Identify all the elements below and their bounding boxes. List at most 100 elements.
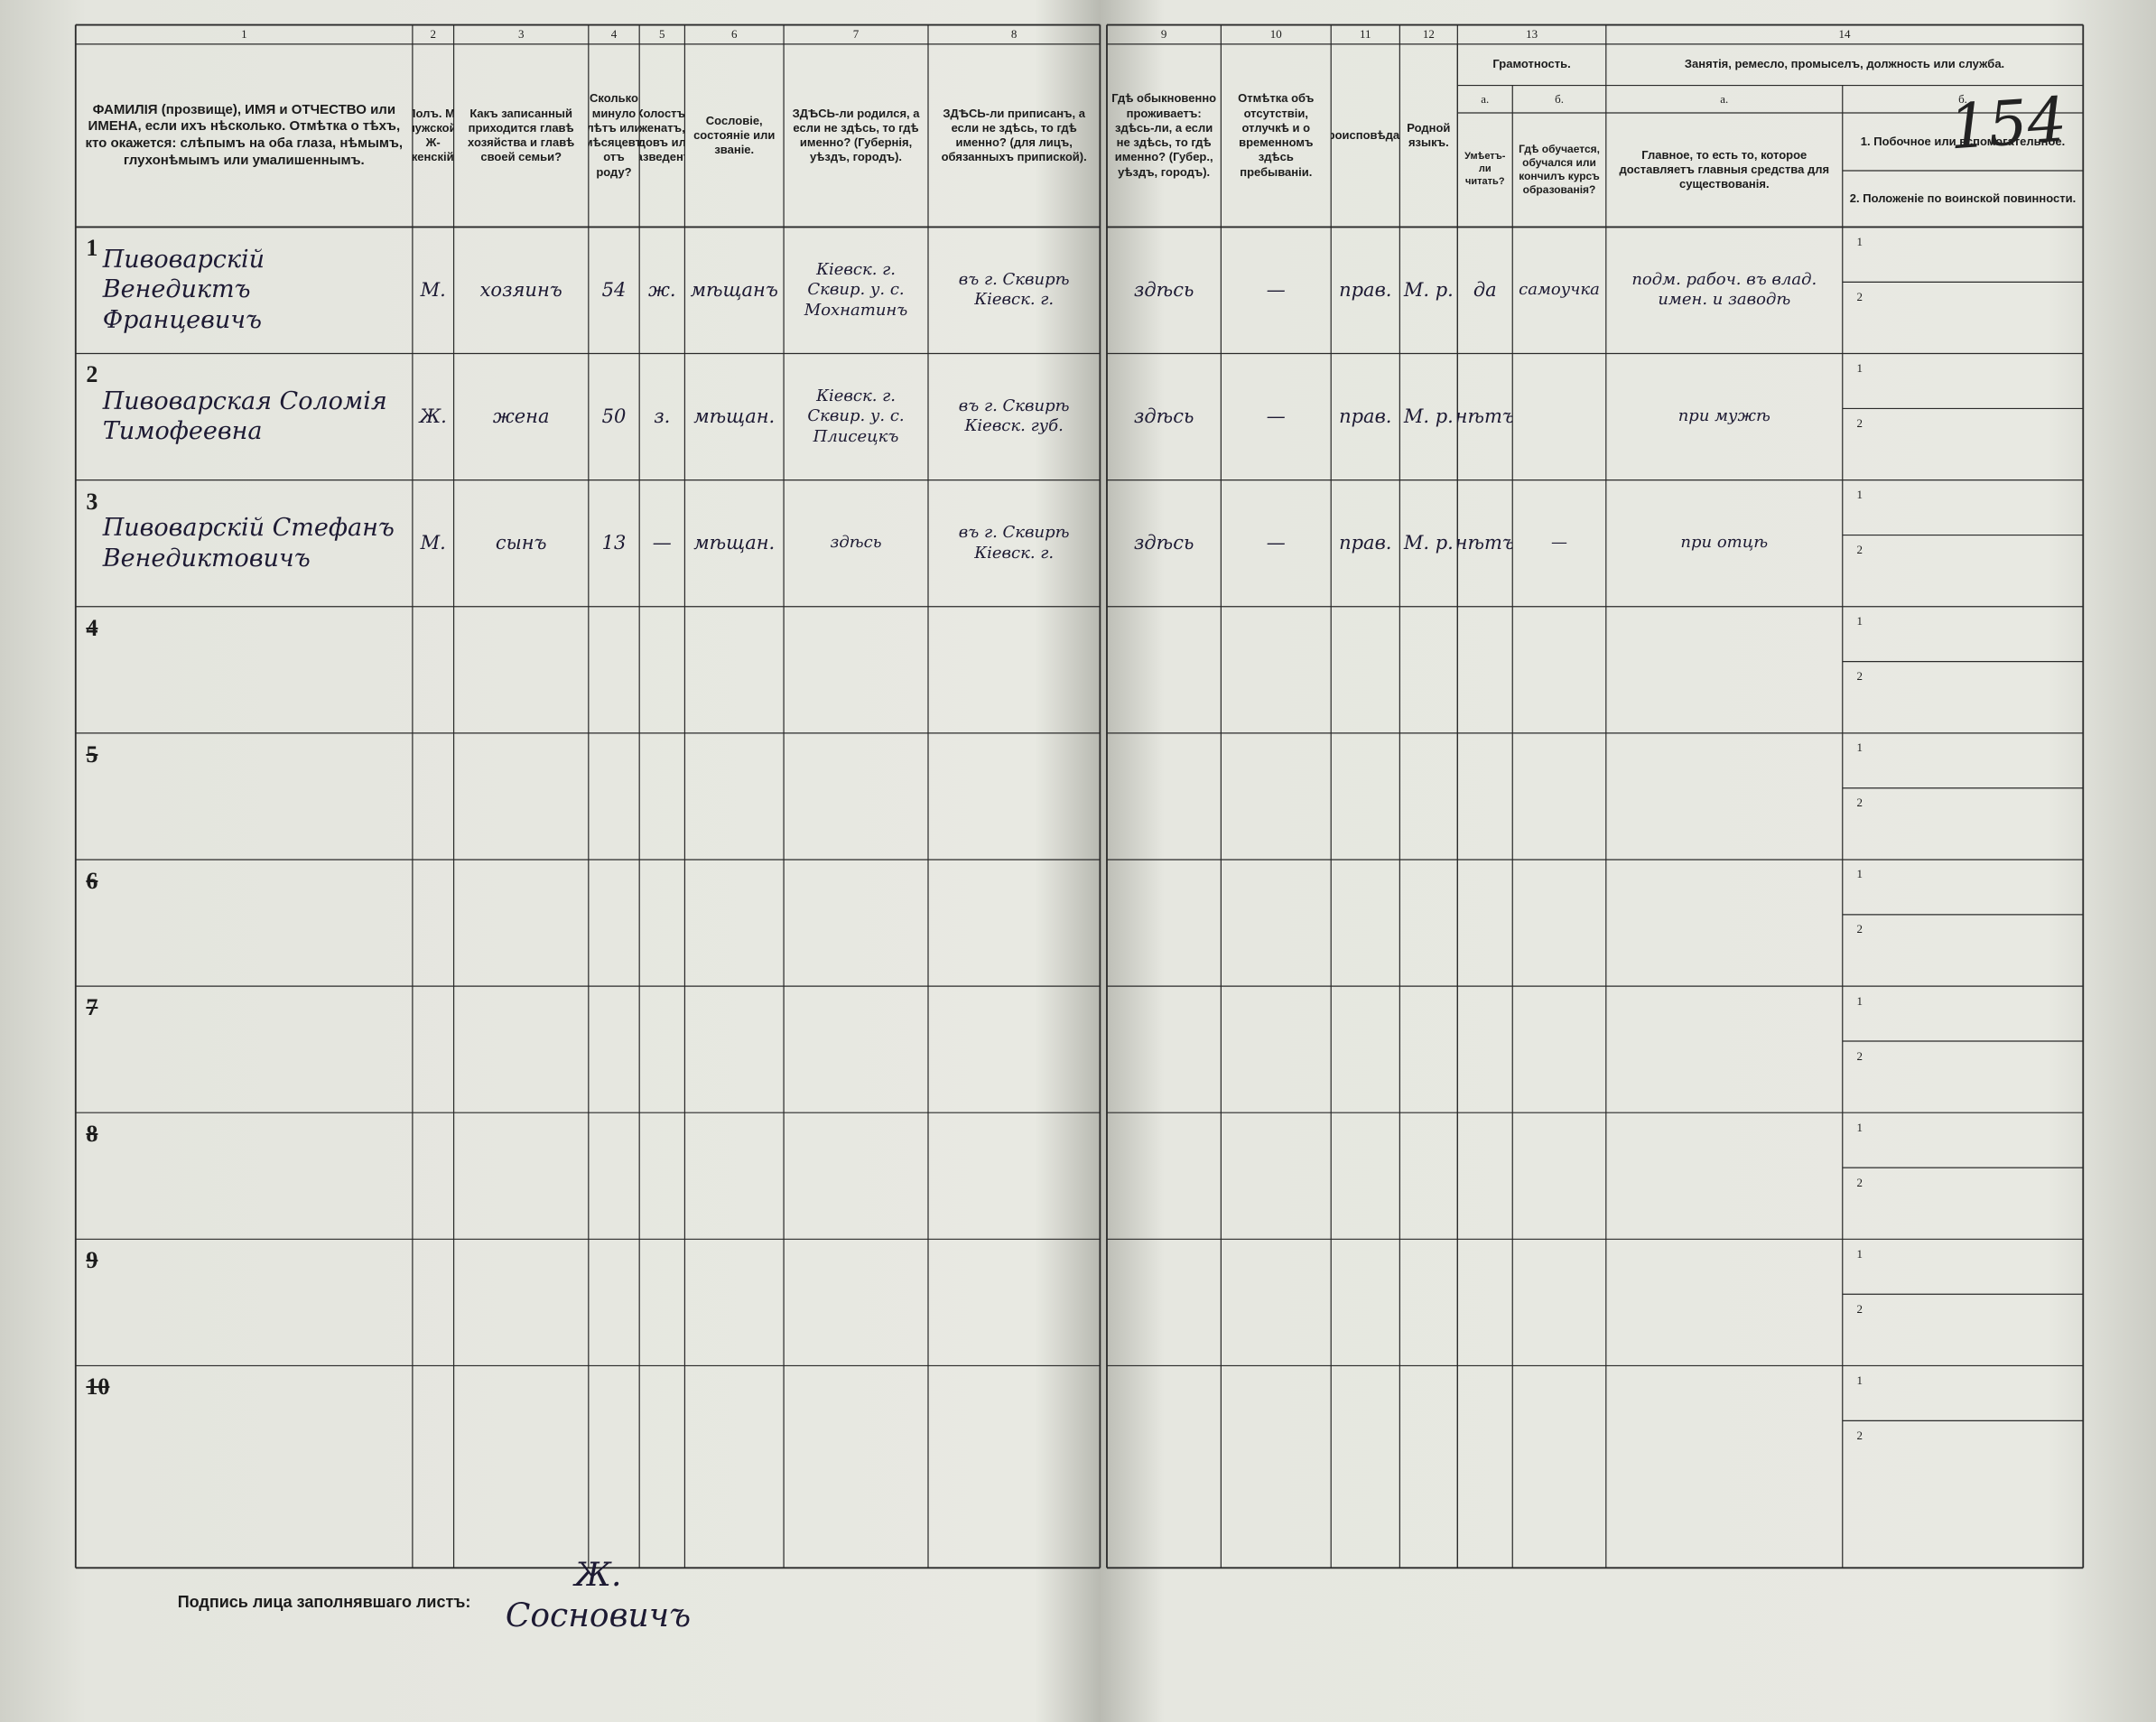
entry-birth: Кіевск. г. Сквир. у. с. Мохнатинъ (804, 259, 908, 320)
column-number: 6 (730, 26, 738, 41)
row-line-label: 1 (1856, 740, 1863, 755)
row-line-label: 2 (1856, 1428, 1863, 1442)
row-line-label: 1 (1856, 361, 1863, 376)
row-number: 4 (86, 614, 98, 641)
entry-name: Пивоварская Соломія Тимофеевна (102, 386, 387, 446)
row-line-label: 2 (1856, 543, 1863, 557)
entry-occupation: при отцѣ (1680, 533, 1769, 553)
column-number: 1 (241, 26, 247, 41)
column-header: Сословіе, состояніе или званіе. (693, 113, 776, 157)
row-number: 9 (86, 1247, 98, 1274)
column-number: 12 (1422, 26, 1435, 41)
row-line-label: 2 (1856, 922, 1863, 936)
row-number: 2 (86, 361, 98, 388)
entry-estate: мѣщан. (693, 405, 776, 428)
entry-literate: нѣтъ (1457, 405, 1513, 428)
row-number: 1 (86, 235, 98, 262)
row-line-label: 2 (1856, 415, 1863, 430)
entry-age: 50 (601, 405, 627, 428)
row-line-label: 1 (1856, 1373, 1863, 1387)
column-header: Сколько минуло лѣтъ или мѣсяцевъ отъ род… (588, 91, 640, 179)
entry-sex: Ж. (419, 405, 447, 428)
entry-religion: прав. (1339, 279, 1392, 302)
entry-relation: хозяинъ (479, 279, 562, 302)
group-title: Грамотность. (1492, 57, 1571, 71)
column-header: 1. Побочное или вспомогательное. (1860, 134, 2066, 148)
entry-relation: сынъ (495, 532, 547, 554)
entry-residence: здѣсь (1133, 279, 1194, 302)
row-line-label: 2 (1856, 796, 1863, 810)
page-number: 154 (1949, 84, 2066, 163)
entry-language: М. р. (1403, 279, 1454, 302)
entry-age: 13 (601, 532, 627, 554)
column-header: Полъ. М-мужской. Ж-женскій. (412, 106, 454, 164)
row-line-label: 2 (1856, 289, 1863, 303)
column-header: Вѣроисповѣданіе. (1331, 127, 1400, 142)
row-number: 8 (86, 1121, 98, 1148)
entry-age: 54 (601, 279, 627, 302)
entry-absence: — (1266, 532, 1286, 554)
entry-sex: М. (420, 279, 446, 302)
row-line-label: 1 (1856, 993, 1863, 1008)
row-line-label: 2 (1856, 1175, 1863, 1189)
row-line-label: 1 (1856, 614, 1863, 628)
entry-name: Пивоварскій Стефанъ Венедиктовичъ (102, 513, 395, 572)
entry-relation: жена (492, 405, 550, 428)
column-number: 10 (1269, 26, 1282, 41)
row-number: 6 (86, 867, 98, 894)
entry-residence: здѣсь (1133, 532, 1194, 554)
entry-birth: здѣсь (830, 533, 882, 553)
column-header: Главное, то есть то, которое доставляетъ… (1619, 147, 1830, 191)
column-header: ЗДѢСЬ-ли приписанъ, а если не здѣсь, то … (941, 106, 1087, 164)
entry-language: М. р. (1403, 405, 1454, 428)
signature: Ж. Сосновичъ (505, 1560, 692, 1630)
column-header: 2. Положеніе по воинской повинности. (1849, 191, 2077, 205)
signature-label: Подпись лица заполнявшаго листъ: (177, 1592, 471, 1611)
entry-registered: въ г. Сквирѣ Кіевск. г. (958, 269, 1070, 310)
group-title: Занятія, ремесло, промыселъ, должность и… (1684, 57, 2005, 71)
entry-absence: — (1266, 279, 1286, 302)
entry-language: М. р. (1403, 532, 1454, 554)
entry-registered: въ г. Сквирѣ Кіевск. г. (958, 523, 1070, 563)
column-header: Гдѣ обыкновенно проживаетъ: здѣсь-ли, а … (1111, 91, 1217, 179)
row-line-label: 1 (1856, 1120, 1863, 1134)
column-number: 2 (430, 26, 436, 41)
entry-estate: мѣщанъ (690, 279, 778, 302)
column-number: 8 (1010, 26, 1018, 41)
column-number: 11 (1360, 26, 1371, 41)
entry-name: Пивоварскій Венедиктъ Францевичъ (102, 245, 265, 335)
sub-letter: а. (1720, 91, 1729, 106)
sub-letter: б. (1958, 91, 1967, 106)
entry-registered: въ г. Сквирѣ Кіевск. губ. (958, 396, 1070, 436)
entry-education: — (1551, 533, 1568, 553)
column-number: 13 (1526, 26, 1538, 41)
sub-letter: б. (1555, 91, 1564, 106)
column-header: Холостъ, женатъ, вдовъ или разведенъ. (639, 106, 685, 164)
entry-literate: да (1473, 279, 1497, 302)
entry-marital: — (652, 532, 672, 554)
column-number: 3 (517, 26, 525, 41)
column-header: Какъ записанный приходится главѣ хозяйст… (468, 106, 575, 164)
row-number: 10 (86, 1373, 110, 1401)
row-line-label: 2 (1856, 1048, 1863, 1063)
column-header: Гдѣ обучается, обучался или кончилъ курс… (1519, 143, 1600, 197)
row-line-label: 1 (1856, 234, 1863, 248)
column-header: ФАМИЛІЯ (прозвище), ИМЯ и ОТЧЕСТВО или И… (85, 101, 404, 168)
column-number: 4 (610, 26, 618, 41)
column-number: 9 (1160, 26, 1167, 41)
row-line-label: 1 (1856, 488, 1863, 502)
column-header: ЗДѢСЬ-ли родился, а если не здѣсь, то гд… (792, 106, 920, 164)
entry-marital: ж. (648, 279, 676, 302)
column-number: 5 (659, 26, 665, 41)
row-number: 3 (86, 488, 98, 515)
row-number: 5 (86, 740, 98, 768)
entry-residence: здѣсь (1133, 405, 1194, 428)
column-header: Умѣетъ-ли читать? (1464, 151, 1506, 187)
entry-occupation: при мужѣ (1677, 406, 1770, 426)
entry-estate: мѣщан. (693, 532, 776, 554)
column-number: 7 (852, 26, 860, 41)
column-header: Родной языкъ. (1407, 120, 1451, 149)
row-line-label: 1 (1856, 867, 1863, 881)
